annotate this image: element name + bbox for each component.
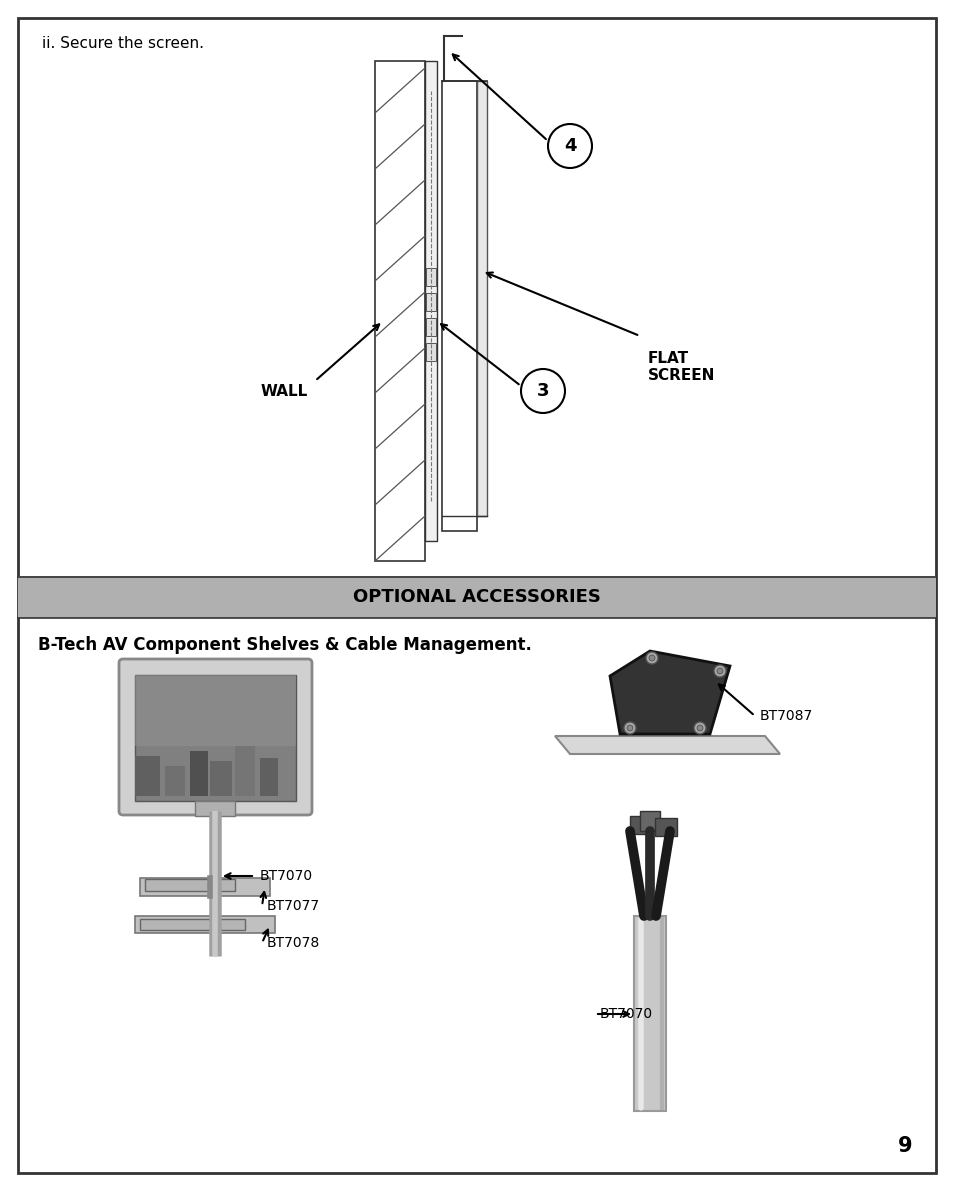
Bar [260, 757, 277, 796]
Circle shape [626, 725, 633, 731]
Bar [426, 343, 436, 361]
Bar [426, 293, 436, 311]
Bar [145, 879, 234, 891]
Bar [639, 811, 659, 831]
Bar [234, 746, 254, 796]
Bar [424, 61, 436, 541]
Text: BT7087: BT7087 [760, 709, 812, 723]
FancyBboxPatch shape [119, 659, 312, 815]
Bar [426, 318, 436, 336]
Bar [135, 756, 160, 796]
Bar [634, 916, 665, 1111]
Text: 4: 4 [563, 137, 576, 155]
Text: WALL: WALL [260, 384, 308, 399]
Text: FLAT
SCREEN: FLAT SCREEN [647, 351, 715, 384]
Bar [629, 816, 651, 834]
Bar [190, 752, 208, 796]
Bar [476, 81, 486, 516]
Bar [426, 268, 436, 286]
Text: B-Tech AV Component Shelves & Cable Management.: B-Tech AV Component Shelves & Cable Mana… [38, 636, 532, 654]
Bar [210, 761, 232, 796]
Text: OPTIONAL ACCESSORIES: OPTIONAL ACCESSORIES [353, 588, 600, 606]
Circle shape [713, 665, 725, 676]
Bar [140, 878, 270, 896]
Bar [375, 61, 424, 561]
Circle shape [697, 725, 702, 731]
Bar [194, 802, 234, 816]
Bar [18, 576, 935, 618]
Text: BT7077: BT7077 [267, 899, 320, 913]
Text: 9: 9 [897, 1136, 911, 1156]
Polygon shape [555, 736, 780, 754]
Text: ii. Secure the screen.: ii. Secure the screen. [42, 36, 204, 51]
Polygon shape [609, 651, 729, 734]
Text: BT7078: BT7078 [267, 936, 320, 950]
Circle shape [623, 722, 636, 734]
Circle shape [693, 722, 705, 734]
Bar [135, 675, 295, 746]
Text: BT7070: BT7070 [599, 1008, 653, 1021]
Text: 3: 3 [537, 382, 549, 400]
Bar [135, 916, 274, 933]
Bar [140, 919, 245, 930]
Bar [655, 818, 677, 836]
Bar [441, 81, 476, 531]
Circle shape [648, 655, 655, 661]
Text: BT7070: BT7070 [260, 869, 313, 883]
Bar [135, 675, 295, 802]
Circle shape [717, 668, 722, 674]
Bar [165, 766, 185, 796]
Circle shape [645, 651, 658, 665]
